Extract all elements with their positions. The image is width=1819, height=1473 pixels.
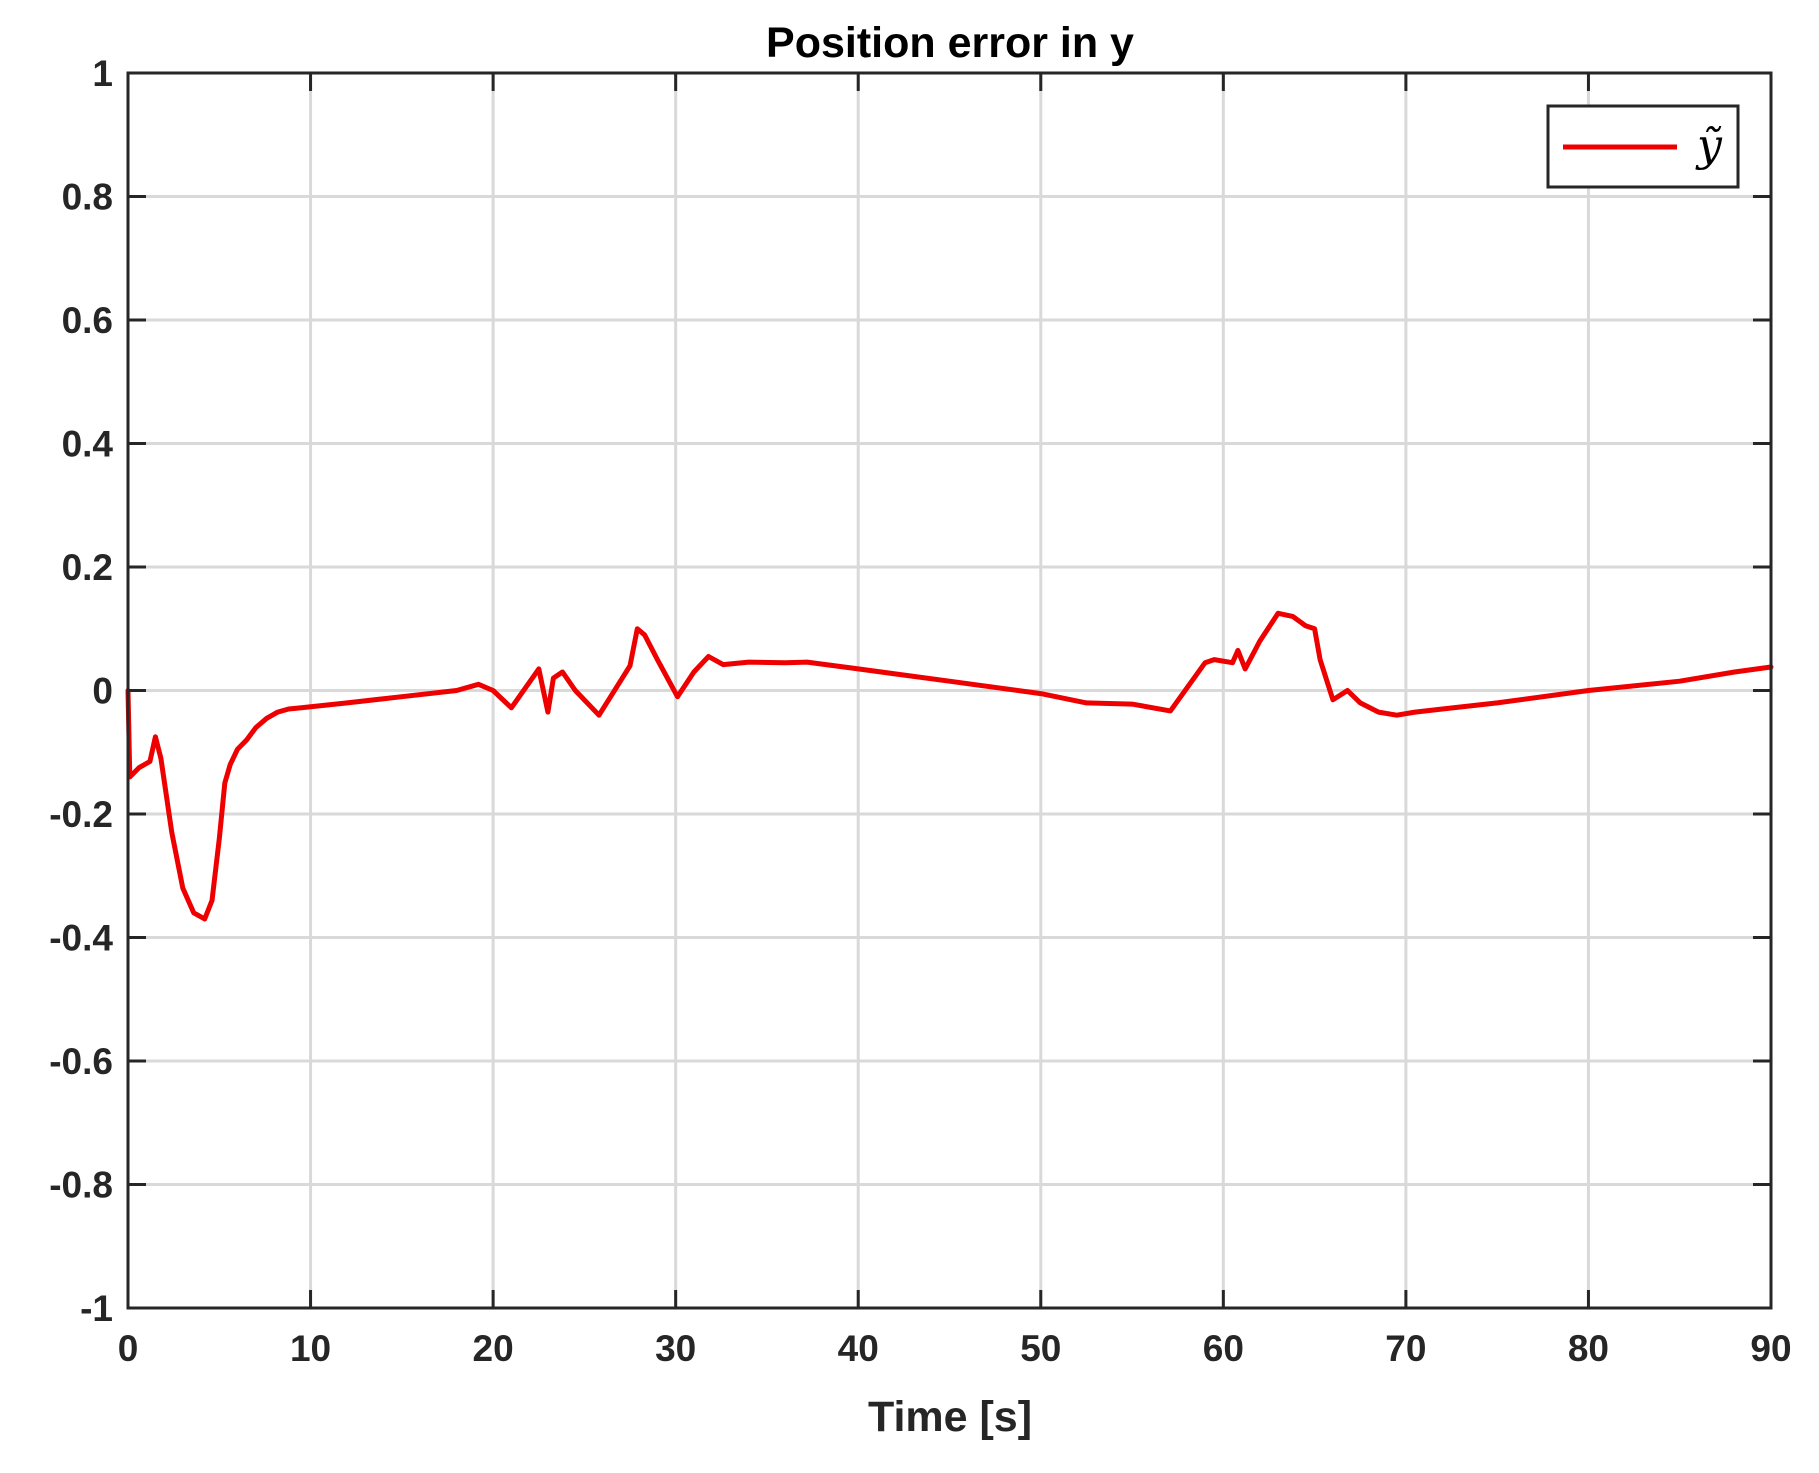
y-tick-label: -0.4 [49, 918, 113, 959]
x-tick-label: 50 [1020, 1328, 1061, 1369]
y-tick-label: 0 [92, 671, 113, 712]
x-tick-label: 40 [838, 1328, 879, 1369]
chart-title: Position error in y [766, 19, 1134, 67]
x-tick-label: 70 [1385, 1328, 1426, 1369]
x-tick-label: 90 [1750, 1328, 1791, 1369]
y-tick-label: 1 [92, 53, 113, 94]
x-axis-label: Time [s] [868, 1393, 1032, 1441]
y-tick-label: -0.8 [49, 1165, 113, 1206]
grid [128, 73, 1771, 1308]
x-tick-label: 80 [1568, 1328, 1609, 1369]
y-tick-label: -0.2 [49, 794, 113, 835]
y-tick-label: 0.8 [62, 177, 113, 218]
y-tick-label: 0.2 [62, 547, 113, 588]
axes [126, 71, 1773, 1310]
x-tick-label: 0 [118, 1328, 139, 1369]
x-tick-label: 20 [473, 1328, 514, 1369]
y-tick-label: -0.6 [49, 1041, 113, 1082]
y-tick-label: -1 [80, 1288, 113, 1329]
tick-labels: 0 10 20 30 40 50 60 70 80 90 -1 -0.8 -0.6 -0.4 -0.2 0 0.… [49, 53, 1791, 1369]
y-tick-label: 0.4 [62, 424, 114, 465]
x-tick-label: 60 [1203, 1328, 1244, 1369]
legend-entry-label: ỹ [1695, 120, 1723, 171]
data-series [125, 610, 1774, 922]
legend: ỹ [1546, 104, 1740, 189]
y-tick-label: 0.6 [62, 300, 113, 341]
x-tick-label: 30 [655, 1328, 696, 1369]
series-line [125, 610, 1774, 922]
x-tick-label: 10 [290, 1328, 331, 1369]
